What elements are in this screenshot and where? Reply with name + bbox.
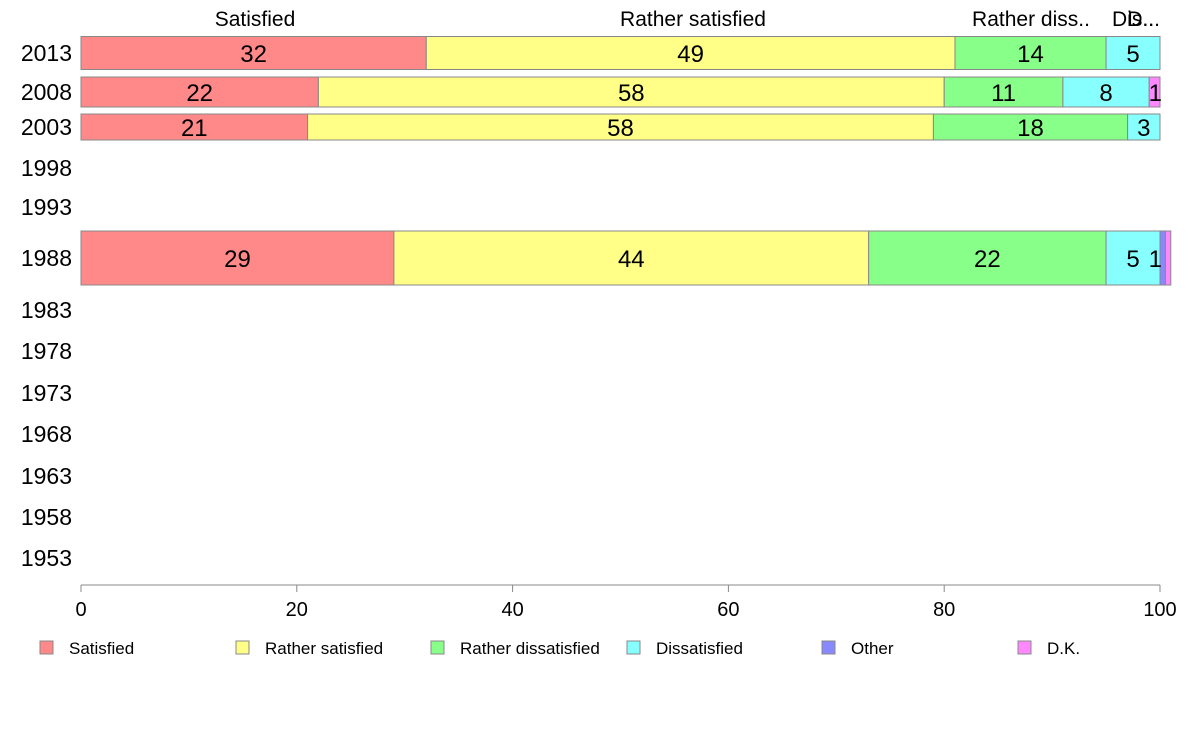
y-tick-label-2003: 2003 — [21, 114, 72, 140]
bar-2013-rather-satisfied — [425, 36, 956, 70]
y-tick-label-2013: 2013 — [21, 40, 72, 66]
top-label-4: D... — [1127, 8, 1160, 31]
bar-label-2003-2: 18 — [1017, 115, 1044, 142]
bar-2003-satisfied — [80, 113, 309, 141]
bar-2003-dissatisfied — [1127, 113, 1161, 141]
bar-2003-rather-dissatisfied — [932, 113, 1129, 141]
bar-label-2008-3: 8 — [1099, 80, 1112, 107]
bar-2008-rather-satisfied — [317, 76, 945, 108]
legend-label-d-k-: D.K. — [1047, 639, 1080, 658]
y-tick-label-1978: 1978 — [21, 338, 72, 364]
x-tick-label-100: 100 — [1143, 599, 1176, 621]
y-tick-label-1983: 1983 — [21, 297, 72, 323]
bar-label-2008-5: 1 — [1149, 80, 1162, 107]
bar-2013-dissatisfied — [1105, 36, 1161, 70]
legend-label-satisfied: Satisfied — [69, 639, 134, 658]
bar-1988-rather-satisfied — [393, 230, 870, 286]
bar-1988-dissatisfied — [1105, 230, 1161, 286]
y-tick-label-2008: 2008 — [21, 79, 72, 105]
bar-label-2008-0: 22 — [186, 80, 213, 107]
y-tick-label-1973: 1973 — [21, 380, 72, 406]
top-label-0: Satisfied — [215, 8, 296, 31]
legend-swatch-satisfied — [39, 640, 54, 655]
bar-label-1988-2: 22 — [974, 246, 1001, 273]
bar-label-2008-1: 58 — [618, 80, 645, 107]
legend-swatch-other — [821, 640, 836, 655]
bar-2008-rather-dissatisfied — [943, 76, 1064, 108]
legend-swatch-dissatisfied — [626, 640, 641, 655]
bar-label-1988-3: 5 — [1126, 246, 1139, 273]
bar-label-2013-1: 49 — [677, 41, 704, 68]
x-axis: 0 20 40 60 80 100 — [75, 584, 1177, 621]
y-tick-label-1998: 1998 — [21, 155, 72, 181]
legend-label-rather-satisfied: Rather satisfied — [265, 639, 383, 658]
x-tick-label-60: 60 — [717, 599, 739, 621]
legend-swatch-d-k- — [1017, 640, 1032, 655]
legend: Satisfied Rather satisfied Rather dissatis… — [39, 639, 1080, 658]
y-tick-label-1968: 1968 — [21, 421, 72, 447]
x-tick-label-40: 40 — [501, 599, 523, 621]
bar-1988-rather-dissatisfied — [868, 230, 1107, 286]
x-tick-label-80: 80 — [933, 599, 955, 621]
top-label-3: Dis.. — [1112, 8, 1154, 31]
y-tick-label-1993: 1993 — [21, 194, 72, 220]
legend-label-other: Other — [851, 639, 894, 658]
legend-swatch-rather-satisfied — [235, 640, 250, 655]
top-label-1: Rather satisfied — [620, 8, 766, 31]
y-tick-label-1953: 1953 — [21, 545, 72, 571]
legend-label-dissatisfied: Dissatisfied — [656, 639, 743, 658]
bar-label-1988-0: 29 — [224, 246, 251, 273]
x-tick-label-20: 20 — [286, 599, 308, 621]
bar-2008-d-k- — [1148, 76, 1161, 108]
bar-2008-satisfied — [80, 76, 319, 108]
bar-label-2013-0: 32 — [240, 41, 267, 68]
bar-label-2013-2: 14 — [1017, 41, 1044, 68]
legend-swatch-rather-dissatisfied — [430, 640, 445, 655]
bar-2008-dissatisfied — [1062, 76, 1150, 108]
y-tick-label-1958: 1958 — [21, 504, 72, 530]
bar-label-2013-3: 5 — [1126, 41, 1139, 68]
bar-label-1988-1: 44 — [618, 246, 645, 273]
bar-label-1988-5: 1 — [1149, 246, 1162, 273]
bar-label-2003-0: 21 — [181, 115, 208, 142]
bar-label-2008-2: 11 — [991, 80, 1016, 107]
top-label-2: Rather diss.. — [972, 8, 1090, 31]
bar-1988-d-k- — [1164, 230, 1172, 286]
bar-label-2003-1: 58 — [607, 115, 634, 142]
legend-label-rather-dissatisfied: Rather dissatisfied — [460, 639, 600, 658]
bar-label-2003-3: 3 — [1137, 115, 1150, 142]
y-axis-tick-labels: 2013 2008 2003 1998 1993 1988 1983 1978 1973 1968… — [21, 40, 72, 571]
x-tick-label-0: 0 — [75, 599, 86, 621]
y-tick-label-1988: 1988 — [21, 245, 72, 271]
top-category-labels: Satisfied Rather satisfied Rather diss.. Di… — [215, 8, 1160, 31]
y-tick-label-1963: 1963 — [21, 463, 72, 489]
bar-1988-satisfied — [80, 230, 395, 286]
bars: 32 49 14 522 58 11 8 121 58 18 329 44 22 5 1 — [80, 36, 1172, 286]
